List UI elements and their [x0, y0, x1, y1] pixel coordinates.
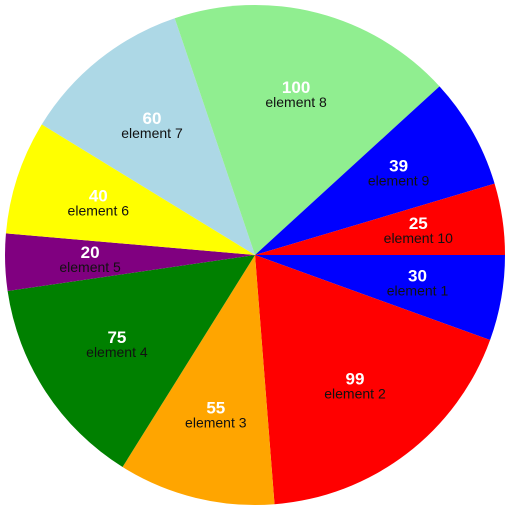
pie-slice-10: [255, 183, 505, 255]
slice-category-label: element 3: [185, 414, 247, 430]
slice-value-label: 100: [282, 78, 310, 97]
slice-category-label: element 5: [59, 259, 121, 275]
slice-value-label: 55: [206, 398, 225, 417]
slice-value-label: 99: [346, 369, 365, 388]
slice-category-label: element 2: [324, 385, 386, 401]
pie-slices: [4, 5, 505, 506]
pie-slice-8: [174, 5, 440, 256]
slice-value-label: 75: [107, 328, 126, 347]
slice-category-label: element 1: [387, 283, 449, 299]
slice-value-label: 40: [89, 186, 108, 205]
slice-category-label: element 7: [121, 125, 183, 141]
pie-slice-4: [7, 255, 255, 468]
slice-value-label: 30: [408, 267, 427, 286]
slice-value-label: 25: [409, 214, 428, 233]
slice-value-label: 20: [81, 243, 100, 262]
slice-category-label: element 8: [265, 94, 327, 110]
slice-value-label: 60: [143, 109, 162, 128]
pie-slice-3: [122, 255, 275, 506]
slice-category-label: element 10: [384, 230, 453, 246]
slice-value-label: 39: [389, 157, 408, 176]
slice-category-label: element 4: [86, 344, 148, 360]
pie-slice-2: [255, 255, 491, 505]
pie-slice-5: [4, 233, 256, 292]
slice-category-label: element 9: [368, 173, 430, 189]
pie-slice-6: [5, 124, 255, 255]
pie-slice-7: [41, 18, 255, 255]
pie-slice-9: [255, 86, 495, 255]
slice-category-label: element 6: [68, 202, 130, 218]
pie-slice-1: [255, 255, 505, 341]
